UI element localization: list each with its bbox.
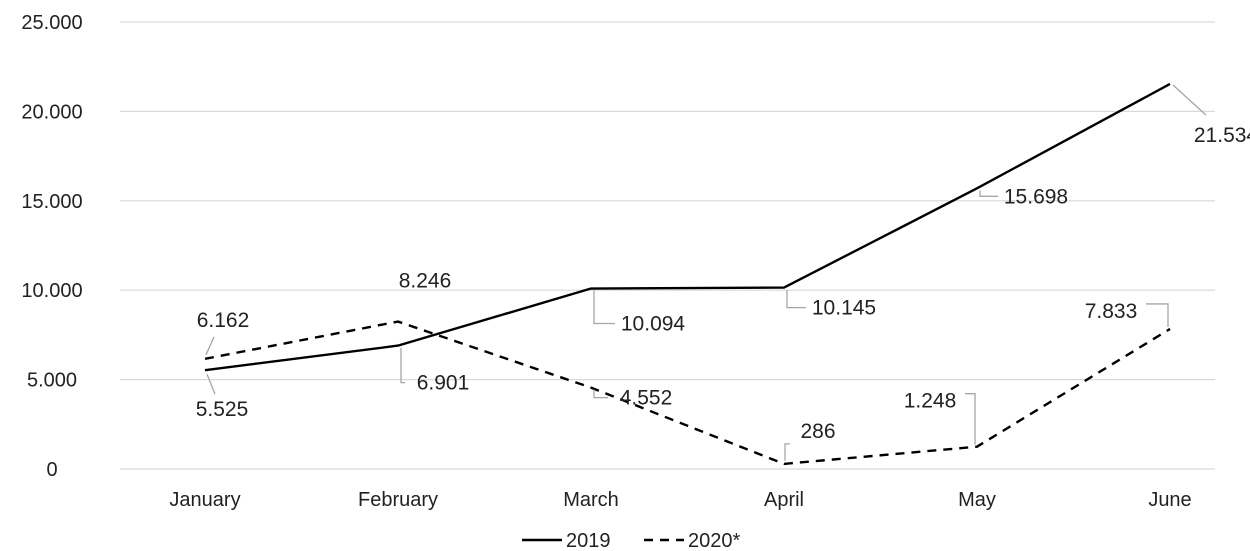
label-leader <box>206 373 216 395</box>
label-leader <box>786 289 806 309</box>
label-leader <box>593 290 615 325</box>
label-leader <box>205 336 215 356</box>
data-label: 5.525 <box>196 398 249 421</box>
data-label: 10.094 <box>621 313 686 336</box>
label-leader <box>1146 303 1169 327</box>
data-label: 8.246 <box>399 270 452 293</box>
gridlines <box>120 21 1215 470</box>
y-tick-label: 0 <box>46 459 57 481</box>
series-lines <box>204 82 1171 466</box>
y-tick-label: 10.000 <box>21 280 82 302</box>
x-tick-label: January <box>169 489 240 511</box>
label-leader <box>593 389 608 399</box>
x-axis-ticks: January February March April May June <box>169 489 1191 511</box>
data-labels: 5.525 6.901 10.094 10.145 15.698 21.534 6.162 8… <box>196 124 1250 443</box>
x-tick-label: March <box>563 489 619 511</box>
y-tick-label: 25.000 <box>21 12 82 34</box>
series-line-2019 <box>204 82 1171 372</box>
x-tick-label: June <box>1148 489 1191 511</box>
y-axis-ticks: 0 5.000 10.000 15.000 20.000 25.000 <box>21 12 82 481</box>
x-tick-label: April <box>764 489 804 511</box>
label-leaders <box>205 84 1207 461</box>
data-label: 6.162 <box>197 309 250 332</box>
data-label: 6.901 <box>417 372 470 395</box>
label-leader <box>400 347 405 384</box>
data-label: 10.145 <box>812 297 876 320</box>
legend-label-2020: 2020* <box>688 530 740 551</box>
x-tick-label: May <box>958 489 996 511</box>
data-label: 4.552 <box>620 387 673 410</box>
label-leader <box>1172 84 1207 116</box>
y-tick-label: 5.000 <box>27 370 77 392</box>
label-leader <box>784 443 790 461</box>
data-label: 286 <box>800 420 835 443</box>
data-label: 7.833 <box>1085 300 1138 323</box>
legend: 2019 2020* <box>522 530 740 551</box>
y-tick-label: 15.000 <box>21 191 82 213</box>
legend-label-2019: 2019 <box>566 530 611 551</box>
series-line-2020 <box>204 320 1171 466</box>
label-leader <box>979 190 998 197</box>
data-label: 1.248 <box>904 390 957 413</box>
label-leader <box>965 393 976 445</box>
data-label: 15.698 <box>1004 185 1068 208</box>
x-tick-label: February <box>358 489 438 511</box>
data-label: 21.534 <box>1194 124 1250 147</box>
y-tick-label: 20.000 <box>21 101 82 123</box>
